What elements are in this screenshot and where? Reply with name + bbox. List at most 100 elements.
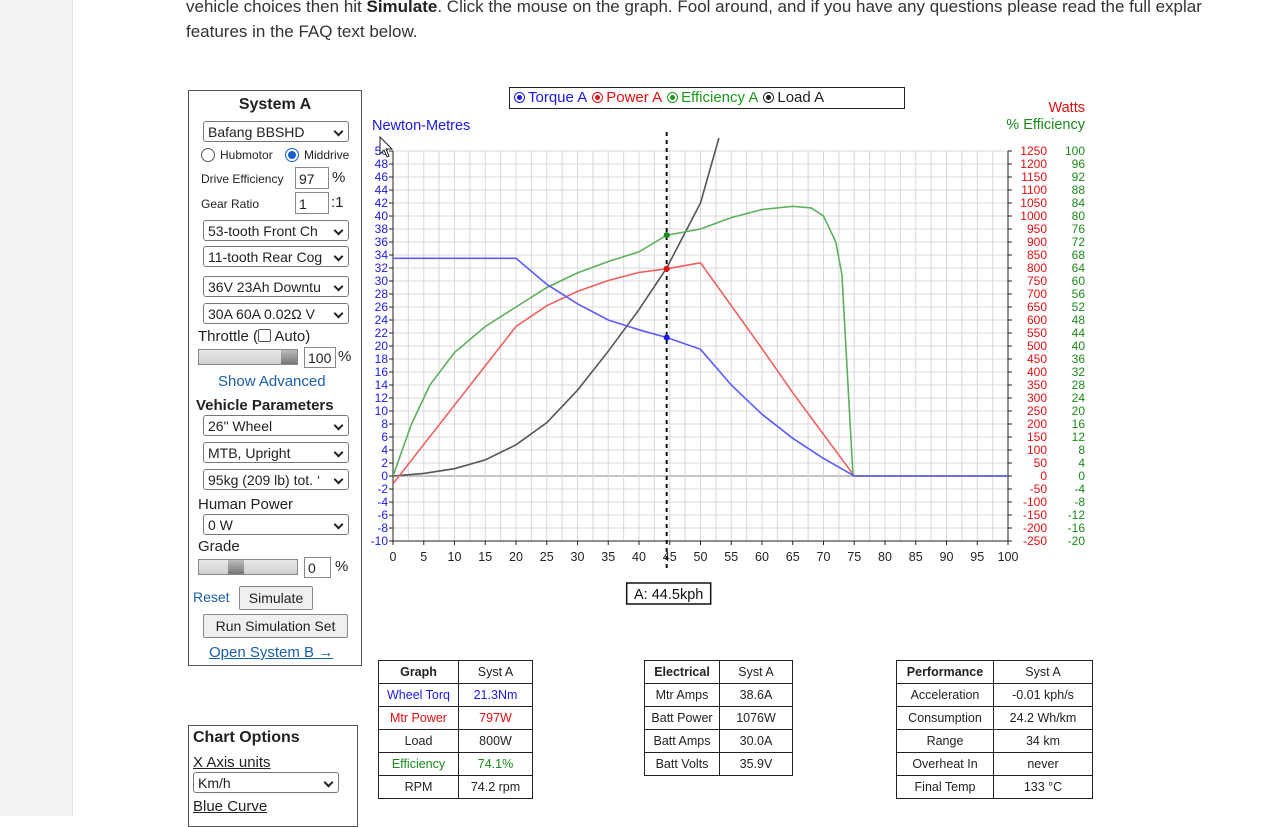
nm-tick-label: 2 xyxy=(381,456,388,470)
grade-input[interactable]: 0 xyxy=(304,557,331,578)
intro-line-2: features in the FAQ text below. xyxy=(186,22,418,41)
nm-tick-label: 6 xyxy=(381,430,388,444)
watts-tick-label: 1150 xyxy=(1021,170,1047,184)
watts-tick-label: 1050 xyxy=(1020,196,1047,210)
legend-item-load-a[interactable]: Load A xyxy=(763,88,824,108)
nm-tick-label: 28 xyxy=(375,287,389,301)
open-system-b-link[interactable]: Open System B → xyxy=(209,644,334,661)
table-cell-value: 74.2 rpm xyxy=(458,775,533,799)
legend-item-efficiency-a[interactable]: Efficiency A xyxy=(667,88,758,108)
table-cell-label: RPM xyxy=(378,775,459,799)
x-tick-label: 70 xyxy=(817,550,831,564)
x-tick-label: 80 xyxy=(878,550,892,564)
chevron-down-icon xyxy=(333,221,345,240)
x-axis-units-select[interactable]: Km/h xyxy=(193,772,339,793)
radio-dot xyxy=(766,95,772,100)
x-tick-label: 90 xyxy=(940,550,954,564)
human-power-select[interactable]: 0 W xyxy=(203,514,349,535)
hubmotor-radio[interactable] xyxy=(201,148,215,162)
weight-select[interactable]: 95kg (209 lb) tot. ‘ xyxy=(203,469,349,490)
table-cell-label: Acceleration xyxy=(896,683,994,707)
series-power-a-line xyxy=(393,261,1008,485)
front-chainring-select[interactable]: 53-tooth Front Ch xyxy=(203,220,349,241)
nm-tick-label: 38 xyxy=(375,222,389,236)
legend-item-power-a[interactable]: Power A xyxy=(592,88,662,108)
table-row: Mtr Amps 38.6A xyxy=(644,683,793,707)
performance-table: Performance Syst A Acceleration -0.01 kph/s… xyxy=(896,660,1093,799)
battery-select[interactable]: 36V 23Ah Downtu xyxy=(203,276,349,297)
nm-tick-label: 40 xyxy=(375,209,389,223)
throttle-slider-thumb[interactable] xyxy=(281,350,297,364)
efficiency-tick-label: 68 xyxy=(1072,248,1086,262)
run-simulation-set-button[interactable]: Run Simulation Set xyxy=(203,614,348,638)
simulate-button[interactable]: Simulate xyxy=(239,586,313,610)
table-cell-value: 74.1% xyxy=(458,752,533,776)
efficiency-tick-label: 96 xyxy=(1072,157,1086,171)
system-a-panel: System A Bafang BBSHD Hubmotor Middrive … xyxy=(188,90,362,666)
controller-select[interactable]: 30A 60A 0.02Ω V xyxy=(203,303,349,324)
system-a-title: System A xyxy=(238,96,312,113)
reset-link[interactable]: Reset xyxy=(193,589,230,605)
performance-chart[interactable]: -10-8-6-4-202468101214161820222426283032… xyxy=(360,80,1100,610)
efficiency-tick-label: 84 xyxy=(1072,196,1086,210)
show-advanced-link[interactable]: Show Advanced xyxy=(218,373,326,390)
series-torque-a-line xyxy=(393,257,1008,477)
efficiency-tick-label: 40 xyxy=(1072,339,1086,353)
table-row: Batt Power 1076W xyxy=(644,706,793,730)
watts-tick-label: 300 xyxy=(1027,391,1047,405)
table-row: Consumption 24.2 Wh/km xyxy=(896,706,1093,730)
x-axis-units-label: X Axis units xyxy=(193,754,271,771)
throttle-input[interactable]: 100 xyxy=(304,347,336,368)
throttle-slider[interactable] xyxy=(198,349,298,365)
frame-select[interactable]: MTB, Upright xyxy=(203,442,349,463)
rear-cog-select[interactable]: 11-tooth Rear Cog xyxy=(203,246,349,267)
gear-ratio-input[interactable]: 1 xyxy=(295,192,329,214)
efficiency-tick-label: 8 xyxy=(1078,443,1085,457)
table-cell-value: 797W xyxy=(458,706,533,730)
grade-slider[interactable] xyxy=(198,559,298,575)
watts-tick-label: -200 xyxy=(1023,521,1047,535)
table-row: Final Temp 133 °C xyxy=(896,775,1093,799)
nm-tick-label: 4 xyxy=(381,443,388,457)
nm-tick-label: 48 xyxy=(375,157,389,171)
x-tick-label: 65 xyxy=(786,550,800,564)
watts-tick-label: -50 xyxy=(1030,482,1048,496)
legend-label: Efficiency A xyxy=(681,89,759,106)
efficiency-tick-label: 64 xyxy=(1072,261,1086,275)
table-row: Mtr Power 797W xyxy=(378,706,533,730)
wheel-select[interactable]: 26" Wheel xyxy=(203,415,349,436)
table-header-row: Performance Syst A xyxy=(896,660,1093,684)
chevron-down-icon xyxy=(333,416,345,435)
table-cell-value: 38.6A xyxy=(719,683,793,707)
table-row: Load 800W xyxy=(378,729,533,753)
watts-tick-label: 250 xyxy=(1027,404,1047,418)
grade-slider-thumb[interactable] xyxy=(228,560,244,574)
table-cell-label: Mtr Power xyxy=(378,706,459,730)
nm-tick-label: 34 xyxy=(375,248,389,262)
auto-throttle-checkbox[interactable] xyxy=(258,329,272,342)
legend-item-torque-a[interactable]: Torque A xyxy=(514,88,587,108)
nm-tick-label: 26 xyxy=(375,300,389,314)
table-header-row: Graph Syst A xyxy=(378,660,533,684)
watts-tick-label: -250 xyxy=(1023,534,1047,548)
efficiency-tick-label: 0 xyxy=(1078,469,1085,483)
x-tick-label: 50 xyxy=(694,550,708,564)
drive-efficiency-input[interactable]: 97 xyxy=(295,167,329,189)
gear-ratio-suffix: :1 xyxy=(331,194,344,211)
efficiency-tick-label: -8 xyxy=(1074,495,1085,509)
motor-select[interactable]: Bafang BBSHD xyxy=(203,121,349,142)
table-cell-label: Batt Amps xyxy=(644,729,720,753)
x-tick-label: 55 xyxy=(724,550,738,564)
watts-tick-label: 550 xyxy=(1027,326,1047,340)
watts-tick-label: 150 xyxy=(1027,430,1047,444)
middrive-radio[interactable] xyxy=(285,148,299,162)
percent-label: % xyxy=(332,169,346,186)
efficiency-tick-label: 72 xyxy=(1072,235,1086,249)
graph-table: Graph Syst A Wheel Torq 21.3Nm Mtr Power 797W… xyxy=(378,660,533,799)
watts-tick-label: 400 xyxy=(1027,365,1047,379)
nm-tick-label: -10 xyxy=(371,534,389,548)
table-cell-value: 30.0A xyxy=(719,729,793,753)
mouse-cursor-icon xyxy=(379,135,394,158)
efficiency-tick-label: 4 xyxy=(1078,456,1085,470)
efficiency-tick-label: 100 xyxy=(1065,144,1085,158)
